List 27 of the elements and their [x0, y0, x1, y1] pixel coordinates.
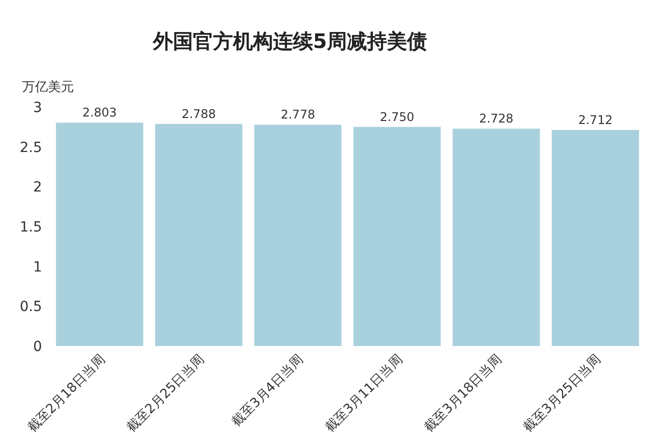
x-tick-label: 截至3月11日当周 [322, 352, 406, 436]
x-tick-label: 截至3月25日当周 [520, 352, 604, 436]
data-label: 2.803 [82, 106, 117, 120]
bar [452, 128, 540, 346]
bar [56, 122, 144, 346]
y-tick-label: 0 [33, 339, 42, 355]
bar [254, 124, 342, 346]
bar [353, 126, 441, 346]
x-tick-label: 截至3月18日当周 [422, 352, 506, 436]
bar [155, 124, 242, 346]
chart-title: 外国官方机构连续5周减持美债 [152, 29, 427, 53]
y-tick-label: 3 [33, 100, 42, 116]
y-tick-label: 0.5 [20, 299, 42, 316]
y-tick-label: 1 [33, 259, 42, 276]
x-tick-label: 截至2月25日当周 [124, 352, 208, 436]
data-label: 2.728 [479, 112, 514, 126]
y-tick-label: 1.5 [20, 220, 42, 236]
data-label: 2.778 [280, 108, 316, 122]
data-label: 2.712 [578, 112, 613, 127]
bar [552, 130, 640, 346]
y-axis-title: 万亿美元 [22, 79, 74, 95]
x-tick-label: 截至3月4日当周 [229, 352, 307, 430]
y-tick-label: 2 [33, 180, 42, 196]
data-label: 2.750 [380, 110, 414, 124]
data-label: 2.788 [182, 106, 216, 121]
x-tick-label: 截至2月18日当周 [25, 352, 108, 436]
y-tick-label: 2.5 [20, 140, 42, 156]
